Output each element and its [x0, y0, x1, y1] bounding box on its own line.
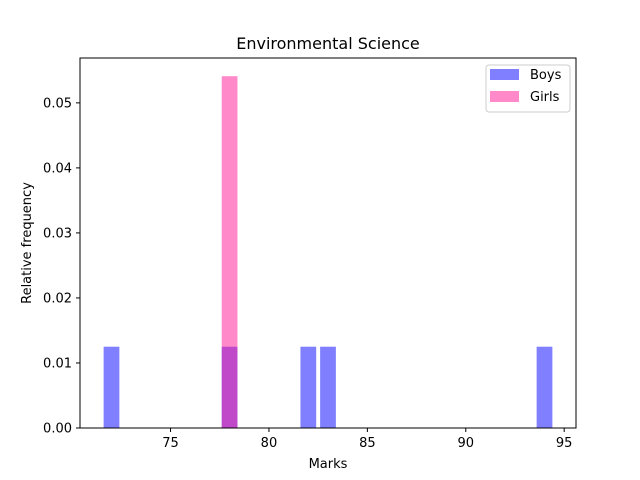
y-axis-label: Relative frequency: [20, 182, 35, 304]
legend-label-boys: Boys: [530, 68, 562, 83]
legend-swatch-boys: [490, 69, 519, 80]
bar-boys-3: [320, 346, 336, 428]
x-tick-label: 90: [458, 436, 475, 451]
x-tick-label: 85: [359, 436, 376, 451]
x-tick-label: 75: [162, 436, 179, 451]
y-tick-label: 0.05: [43, 96, 72, 111]
legend-label-girls: Girls: [530, 90, 560, 105]
x-axis-label: Marks: [309, 457, 348, 472]
bars-group: [103, 76, 553, 428]
y-tick-label: 0.03: [43, 226, 72, 241]
y-axis: 0.00 0.01 0.02 0.03 0.04 0.05: [43, 96, 80, 437]
plot-frame: [79, 57, 577, 429]
x-axis: 75 80 85 90 95: [162, 428, 572, 451]
chart-title: Environmental Science: [236, 34, 420, 53]
x-tick-label: 95: [556, 436, 573, 451]
bar-boys-0: [103, 346, 120, 428]
legend-swatch-girls: [490, 91, 519, 102]
y-tick-label: 0.02: [43, 291, 72, 306]
x-tick-label: 80: [261, 436, 278, 451]
bar-girls-0: [221, 76, 238, 428]
y-tick-label: 0.04: [43, 161, 72, 176]
y-tick-label: 0.01: [43, 356, 72, 371]
bar-boys-2: [300, 346, 317, 428]
y-tick-label: 0.00: [43, 422, 72, 437]
bar-boys-4: [536, 346, 553, 428]
legend: Boys Girls: [485, 64, 571, 113]
